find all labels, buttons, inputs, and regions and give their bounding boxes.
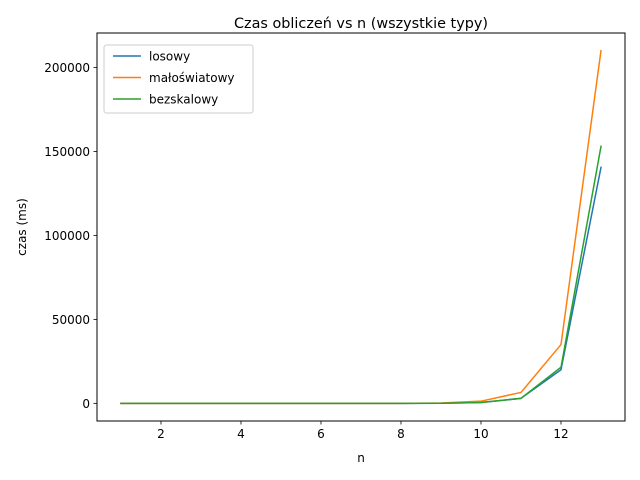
x-axis-label: n: [357, 451, 365, 465]
y-axis-label: czas (ms): [15, 198, 29, 256]
series-line: [120, 145, 602, 405]
y-tick-label: 200000: [44, 61, 90, 75]
legend-label: bezskalowy: [149, 93, 218, 107]
x-tick-label: 8: [397, 427, 405, 441]
x-tick-label: 12: [553, 427, 568, 441]
x-axis: 2 4 6 8 10 12: [157, 421, 569, 441]
legend-label: losowy: [149, 50, 190, 64]
legend-label: małoświatowy: [149, 71, 235, 85]
legend-box: [103, 44, 254, 114]
y-tick-label: 50000: [52, 313, 90, 327]
y-tick-label: 0: [82, 397, 90, 411]
series-layer: [120, 49, 602, 405]
x-tick-label: 2: [157, 427, 165, 441]
y-tick-label: 100000: [44, 229, 90, 243]
x-tick-label: 6: [317, 427, 325, 441]
y-tick-label: 150000: [44, 145, 90, 159]
legend: losowy małoświatowy bezskalowy: [103, 44, 254, 114]
y-axis: 0 50000 100000 150000 200000: [44, 61, 97, 411]
plot-frame: [96, 32, 626, 422]
chart-title: Czas obliczeń vs n (wszystkie typy): [234, 16, 488, 32]
x-tick-label: 4: [237, 427, 245, 441]
x-tick-label: 10: [473, 427, 488, 441]
